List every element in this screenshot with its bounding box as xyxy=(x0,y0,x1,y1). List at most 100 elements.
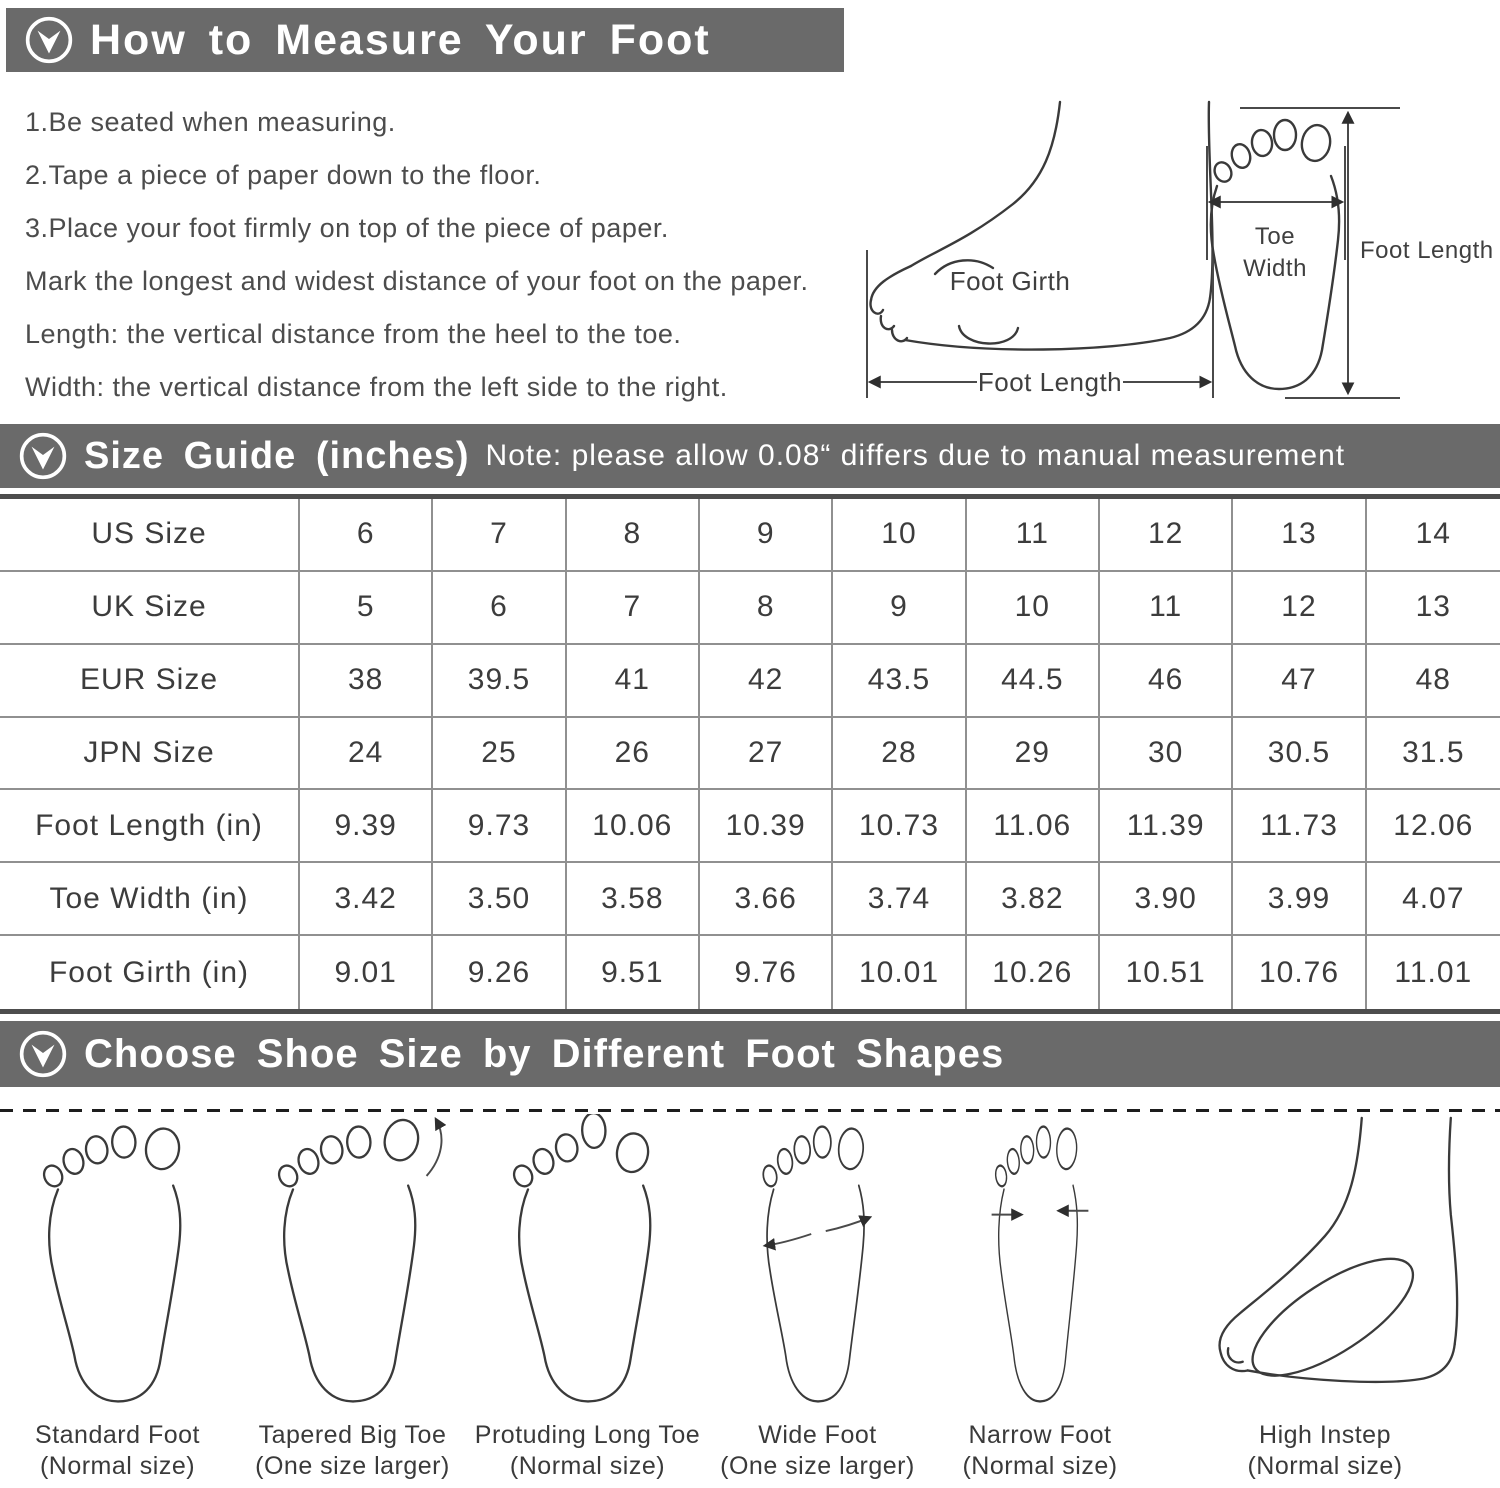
table-cell: 29 xyxy=(966,717,1100,791)
table-cell: 14 xyxy=(1366,499,1500,572)
high-instep-illustration xyxy=(1218,1116,1459,1383)
foot-shape-caption: High Instep (Normal size) xyxy=(1247,1420,1402,1482)
table-cell: 10.51 xyxy=(1100,936,1234,1009)
table-cell: 11 xyxy=(966,499,1100,572)
measurement-note: Note: please allow 0.08“ differs due to … xyxy=(485,439,1346,472)
circle-arrow-down-icon xyxy=(25,16,73,64)
table-cell: 43.5 xyxy=(833,644,967,718)
instruction-line: 1.Be seated when measuring. xyxy=(25,107,396,137)
table-cell: 48 xyxy=(1366,645,1500,718)
table-cell: 9.39 xyxy=(300,790,434,864)
table-cell: 3.99 xyxy=(1233,863,1367,937)
outward-arrow-left xyxy=(762,1233,812,1251)
table-cell: 3.82 xyxy=(966,863,1100,937)
table-cell: 3.42 xyxy=(300,863,434,937)
table-cell: 9.26 xyxy=(433,936,567,1009)
foot-shape-cell-wide: Wide Foot (One size larger) xyxy=(705,1112,930,1488)
table-cell: 11 xyxy=(1099,571,1234,645)
foot-shape-caption: Wide Foot (One size larger) xyxy=(720,1420,915,1482)
foot-shape-cell-long-toe: Protuding Long Toe (Normal size) xyxy=(470,1112,705,1488)
table-cell: 24 xyxy=(300,717,434,791)
circle-arrow-down-icon xyxy=(19,1030,67,1078)
measuring-instructions: 1.Be seated when measuring. 2.Tape a pie… xyxy=(25,96,855,414)
foot-shape-caption: Protuding Long Toe (Normal size) xyxy=(475,1420,700,1482)
table-cell: 11.06 xyxy=(966,790,1100,864)
foot-shape-cell-high-instep: High Instep (Normal size) xyxy=(1150,1112,1500,1488)
table-cell: 38 xyxy=(300,644,434,718)
instruction-line: Length: the vertical distance from the h… xyxy=(25,319,682,349)
row-header: EUR Size xyxy=(0,644,300,718)
table-cell: 46 xyxy=(1099,644,1234,718)
table-cell: 11.39 xyxy=(1099,790,1234,864)
instruction-line: 3.Place your foot firmly on top of the p… xyxy=(25,213,669,243)
foot-shape-name: Protuding Long Toe xyxy=(474,1421,701,1449)
table-cell: 7 xyxy=(433,499,567,572)
table-cell: 42 xyxy=(699,644,834,718)
table-cell: 3.90 xyxy=(1099,863,1234,937)
table-cell: 3.66 xyxy=(699,863,834,937)
table-cell: 47 xyxy=(1233,644,1367,718)
row-header: JPN Size xyxy=(0,717,300,791)
table-cell: 9 xyxy=(833,571,967,645)
table-cell: 30.5 xyxy=(1233,717,1367,791)
row-header: Foot Girth (in) xyxy=(0,936,300,1009)
table-cell: 9.51 xyxy=(567,936,700,1009)
foot-shape-name: Tapered Big Toe xyxy=(258,1421,447,1449)
section-title: Choose Shoe Size by Different Foot Shape… xyxy=(84,1031,1005,1076)
foot-shape-sizing: (Normal size) xyxy=(509,1452,666,1480)
foot-length-top-label: Foot Length xyxy=(1360,237,1494,264)
table-cell: 10.01 xyxy=(833,936,967,1009)
foot-shape-sizing: (Normal size) xyxy=(1247,1452,1403,1480)
table-cell: 6 xyxy=(300,499,434,572)
foot-shape-caption: Standard Foot (Normal size) xyxy=(35,1420,200,1482)
table-cell: 9 xyxy=(699,499,834,572)
table-cell: 10.76 xyxy=(1233,936,1367,1009)
table-cell: 10.06 xyxy=(566,790,700,864)
toe-width-label-line1: Toe xyxy=(1255,223,1295,250)
table-cell: 7 xyxy=(566,571,700,645)
row-header: Foot Length (in) xyxy=(0,790,300,864)
instruction-line: 2.Tape a piece of paper down to the floo… xyxy=(25,160,542,190)
table-cell: 8 xyxy=(699,571,834,645)
foot-side-view-drawing xyxy=(869,100,1214,351)
toe-width-label-line2: Width xyxy=(1243,255,1307,282)
row-header: UK Size xyxy=(0,571,300,645)
table-cell: 27 xyxy=(699,717,834,791)
foot-shape-sizing: (Normal size) xyxy=(39,1452,196,1480)
foot-length-measure-top xyxy=(1240,107,1400,399)
section-title: How to Measure Your Foot xyxy=(90,15,711,64)
instruction-line: Width: the vertical distance from the le… xyxy=(25,372,728,402)
outward-arrow-right xyxy=(825,1215,872,1233)
tapered-big-toe-illustration xyxy=(274,1115,446,1403)
table-cell: 5 xyxy=(300,571,434,645)
table-cell: 39.5 xyxy=(433,644,567,718)
protruding-long-toe-illustration xyxy=(509,1114,652,1403)
table-cell: 28 xyxy=(833,717,967,791)
foot-shape-name: Wide Foot xyxy=(758,1421,877,1449)
table-cell: 8 xyxy=(566,499,700,572)
table-cell: 3.50 xyxy=(433,863,567,937)
table-cell: 31.5 xyxy=(1366,718,1500,791)
wide-foot-illustration xyxy=(759,1125,872,1403)
dashed-separator xyxy=(0,1109,1500,1112)
table-cell: 44.5 xyxy=(966,644,1100,718)
section-header-foot-shapes: Choose Shoe Size by Different Foot Shape… xyxy=(0,1021,1500,1087)
foot-shape-sizing: (One size larger) xyxy=(255,1452,450,1480)
table-cell: 3.74 xyxy=(833,863,967,937)
table-cell: 10.73 xyxy=(833,790,967,864)
foot-shape-cell-standard: Standard Foot (Normal size) xyxy=(0,1112,235,1488)
table-cell: 9.01 xyxy=(300,936,434,1009)
table-cell: 11.73 xyxy=(1233,790,1367,864)
table-cell: 9.76 xyxy=(700,936,834,1009)
section-header-size-guide: Size Guide (inches) Note: please allow 0… xyxy=(0,424,1500,488)
table-cell: 4.07 xyxy=(1366,863,1500,937)
table-cell: 10 xyxy=(966,571,1100,645)
foot-length-side-label: Foot Length xyxy=(978,367,1122,397)
foot-shape-name: High Instep xyxy=(1259,1421,1391,1449)
foot-shape-cell-narrow: Narrow Foot (Normal size) xyxy=(930,1112,1150,1488)
standard-foot-illustration xyxy=(39,1125,183,1403)
foot-shape-caption: Tapered Big Toe (One size larger) xyxy=(255,1420,450,1482)
foot-shape-name: Standard Foot xyxy=(35,1421,200,1449)
table-cell: 10 xyxy=(833,499,967,572)
table-cell: 41 xyxy=(566,644,700,718)
